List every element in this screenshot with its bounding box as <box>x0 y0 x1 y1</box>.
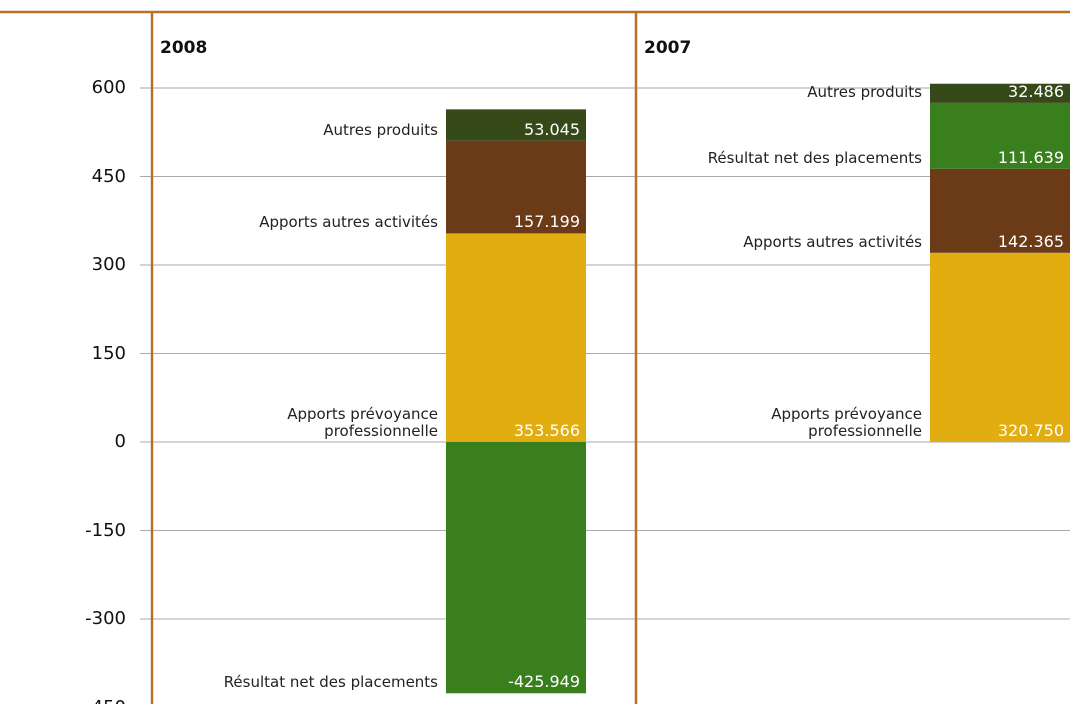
bar-segment <box>930 168 1070 253</box>
y-tick-label: -300 <box>85 608 126 629</box>
series-label: Apports prévoyance professionnelle <box>771 405 922 440</box>
value-label: 32.486 <box>1008 81 1064 101</box>
bar-segment <box>446 442 586 694</box>
y-tick-label: 150 <box>91 342 126 364</box>
y-tick-label: -150 <box>85 519 126 541</box>
y-tick-label: -450 <box>66 697 126 704</box>
bar-segment <box>446 140 586 234</box>
series-label: Apports autres activités <box>259 213 438 232</box>
y-tick-label: 300 <box>91 254 126 275</box>
bar-segment <box>446 109 586 141</box>
y-tick-label: 450 <box>91 165 126 187</box>
series-label: Apports prévoyance professionnelle <box>287 405 438 440</box>
value-label: 111.639 <box>997 147 1064 167</box>
value-label: -425.949 <box>508 672 580 692</box>
bar-segment <box>930 83 1070 103</box>
series-label: Autres produits <box>807 82 922 101</box>
series-label: Autres produits <box>323 120 438 139</box>
bar-segment <box>446 233 586 442</box>
value-label: 353.566 <box>513 421 580 440</box>
y-tick-label: 0 <box>114 431 126 452</box>
panel-title: 2008 <box>160 38 208 58</box>
value-label: 142.365 <box>997 231 1064 251</box>
panel-title: 2007 <box>644 38 692 58</box>
series-label: Résultat net des placements <box>223 673 438 692</box>
series-label: Résultat net des placements <box>707 148 922 167</box>
bar-segment <box>930 102 1070 169</box>
bar-segment <box>930 252 1070 442</box>
series-label: Apports autres activités <box>743 232 922 251</box>
y-tick-label: 600 <box>91 77 126 98</box>
value-label: 53.045 <box>524 119 580 139</box>
value-label: 157.199 <box>513 212 580 232</box>
value-label: 320.750 <box>997 421 1064 440</box>
